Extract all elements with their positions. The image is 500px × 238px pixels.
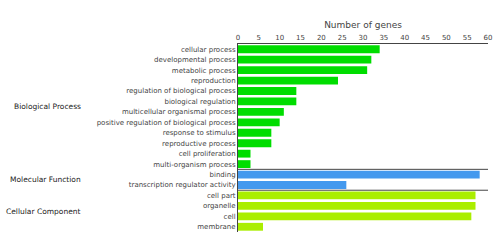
svg-text:25: 25 (338, 34, 347, 42)
svg-text:Molecular Function: Molecular Function (10, 175, 81, 184)
svg-text:multi-organism process: multi-organism process (153, 161, 236, 169)
svg-text:Number of genes: Number of genes (324, 20, 402, 30)
svg-text:binding: binding (210, 171, 236, 179)
svg-text:biological regulation: biological regulation (164, 98, 235, 106)
svg-text:cellular process: cellular process (181, 46, 236, 54)
svg-text:10: 10 (275, 34, 284, 42)
svg-text:positive regulation of biologi: positive regulation of biological proces… (97, 119, 236, 127)
svg-text:cell proliferation: cell proliferation (179, 150, 236, 158)
svg-text:transcription regulator activi: transcription regulator activity (129, 181, 236, 189)
svg-text:cell: cell (224, 213, 236, 221)
svg-text:45: 45 (421, 34, 430, 42)
svg-text:5: 5 (257, 34, 261, 42)
svg-text:reproductive process: reproductive process (162, 140, 236, 148)
svg-text:Cellular Component: Cellular Component (6, 207, 81, 216)
svg-text:reproduction: reproduction (191, 77, 236, 85)
svg-text:cell part: cell part (207, 192, 236, 200)
svg-text:60: 60 (484, 34, 493, 42)
svg-text:metabolic process: metabolic process (172, 67, 236, 75)
svg-text:15: 15 (296, 34, 305, 42)
svg-text:55: 55 (463, 34, 472, 42)
svg-text:response to stimulus: response to stimulus (163, 129, 236, 137)
svg-text:regulation of biological proce: regulation of biological process (126, 87, 236, 95)
svg-text:50: 50 (442, 34, 451, 42)
svg-text:Biological Process: Biological Process (14, 102, 81, 111)
svg-text:0: 0 (236, 34, 240, 42)
svg-text:membrane: membrane (197, 223, 235, 231)
svg-text:30: 30 (359, 34, 368, 42)
svg-text:organelle: organelle (203, 202, 236, 210)
svg-text:35: 35 (379, 34, 388, 42)
svg-text:developmental process: developmental process (154, 56, 236, 64)
svg-text:multicellular organismal proce: multicellular organismal process (122, 108, 236, 116)
svg-text:40: 40 (400, 34, 409, 42)
svg-text:20: 20 (317, 34, 326, 42)
